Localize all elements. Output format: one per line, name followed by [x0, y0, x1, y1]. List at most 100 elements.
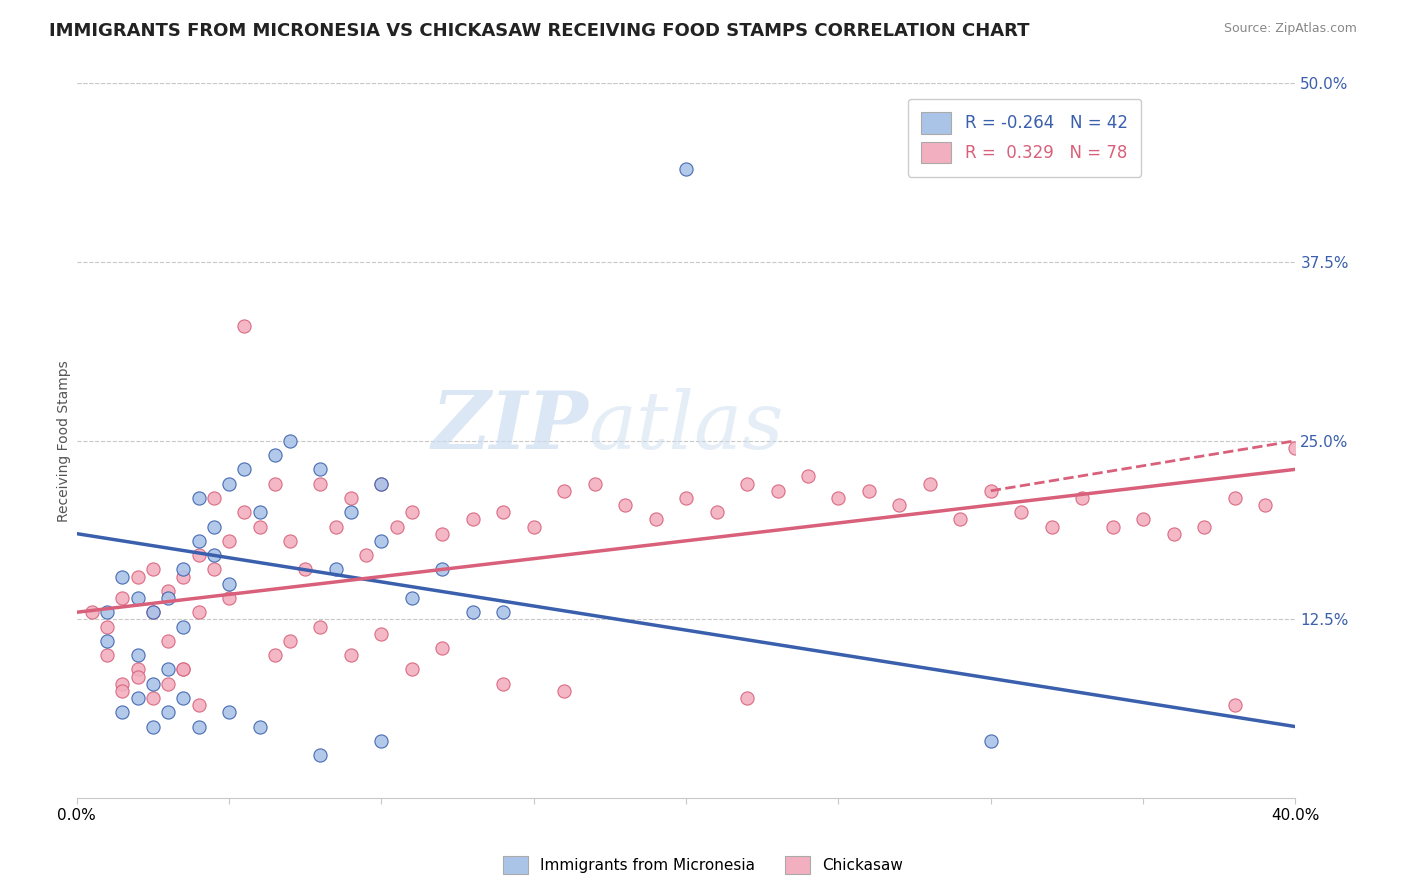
Point: [218, 533, 240, 548]
Point: [1040, 519, 1063, 533]
Point: [340, 648, 363, 662]
Point: [340, 491, 363, 505]
Point: [172, 619, 194, 633]
Point: [706, 505, 728, 519]
Point: [187, 491, 209, 505]
Point: [249, 505, 271, 519]
Point: [111, 684, 134, 698]
Point: [370, 533, 392, 548]
Point: [96, 619, 118, 633]
Point: [202, 562, 225, 576]
Point: [127, 569, 149, 583]
Point: [432, 640, 454, 655]
Point: [142, 677, 165, 691]
Point: [278, 633, 301, 648]
Point: [325, 519, 347, 533]
Point: [187, 533, 209, 548]
Point: [127, 669, 149, 683]
Point: [827, 491, 849, 505]
Point: [218, 706, 240, 720]
Point: [111, 569, 134, 583]
Point: [278, 434, 301, 448]
Point: [735, 691, 758, 706]
Point: [127, 691, 149, 706]
Point: [583, 476, 606, 491]
Point: [218, 576, 240, 591]
Point: [492, 605, 515, 619]
Point: [370, 734, 392, 748]
Point: [1223, 698, 1246, 713]
Point: [370, 476, 392, 491]
Point: [1284, 441, 1306, 455]
Point: [127, 662, 149, 676]
Point: [157, 706, 180, 720]
Point: [1192, 519, 1215, 533]
Point: [172, 691, 194, 706]
Point: [461, 512, 484, 526]
Legend: R = -0.264   N = 42, R =  0.329   N = 78: R = -0.264 N = 42, R = 0.329 N = 78: [908, 99, 1140, 177]
Point: [187, 698, 209, 713]
Point: [401, 662, 423, 676]
Text: IMMIGRANTS FROM MICRONESIA VS CHICKASAW RECEIVING FOOD STAMPS CORRELATION CHART: IMMIGRANTS FROM MICRONESIA VS CHICKASAW …: [49, 22, 1029, 40]
Point: [111, 677, 134, 691]
Point: [1071, 491, 1094, 505]
Point: [523, 519, 546, 533]
Point: [385, 519, 408, 533]
Point: [202, 491, 225, 505]
Point: [142, 720, 165, 734]
Point: [142, 691, 165, 706]
Point: [157, 662, 180, 676]
Point: [187, 720, 209, 734]
Point: [96, 648, 118, 662]
Point: [766, 483, 789, 498]
Point: [553, 684, 575, 698]
Point: [675, 162, 697, 177]
Point: [172, 562, 194, 576]
Point: [340, 505, 363, 519]
Point: [202, 519, 225, 533]
Point: [96, 605, 118, 619]
Point: [614, 498, 637, 512]
Point: [370, 626, 392, 640]
Point: [1132, 512, 1154, 526]
Point: [797, 469, 820, 483]
Point: [309, 619, 332, 633]
Point: [233, 505, 256, 519]
Point: [370, 476, 392, 491]
Point: [187, 548, 209, 562]
Point: [187, 605, 209, 619]
Point: [294, 562, 316, 576]
Point: [675, 491, 697, 505]
Point: [858, 483, 880, 498]
Point: [492, 677, 515, 691]
Point: [461, 605, 484, 619]
Point: [1101, 519, 1123, 533]
Point: [172, 569, 194, 583]
Point: [127, 591, 149, 605]
Point: [553, 483, 575, 498]
Point: [80, 605, 103, 619]
Point: [1223, 491, 1246, 505]
Point: [111, 706, 134, 720]
Point: [157, 591, 180, 605]
Point: [142, 605, 165, 619]
Point: [218, 476, 240, 491]
Point: [202, 548, 225, 562]
Point: [172, 662, 194, 676]
Point: [889, 498, 911, 512]
Point: [949, 512, 972, 526]
Point: [1010, 505, 1032, 519]
Point: [142, 605, 165, 619]
Y-axis label: Receiving Food Stamps: Receiving Food Stamps: [58, 359, 72, 522]
Point: [432, 526, 454, 541]
Point: [309, 476, 332, 491]
Point: [157, 633, 180, 648]
Point: [401, 591, 423, 605]
Text: Source: ZipAtlas.com: Source: ZipAtlas.com: [1223, 22, 1357, 36]
Point: [127, 648, 149, 662]
Point: [263, 648, 285, 662]
Point: [980, 734, 1002, 748]
Point: [735, 476, 758, 491]
Point: [354, 548, 377, 562]
Point: [172, 662, 194, 676]
